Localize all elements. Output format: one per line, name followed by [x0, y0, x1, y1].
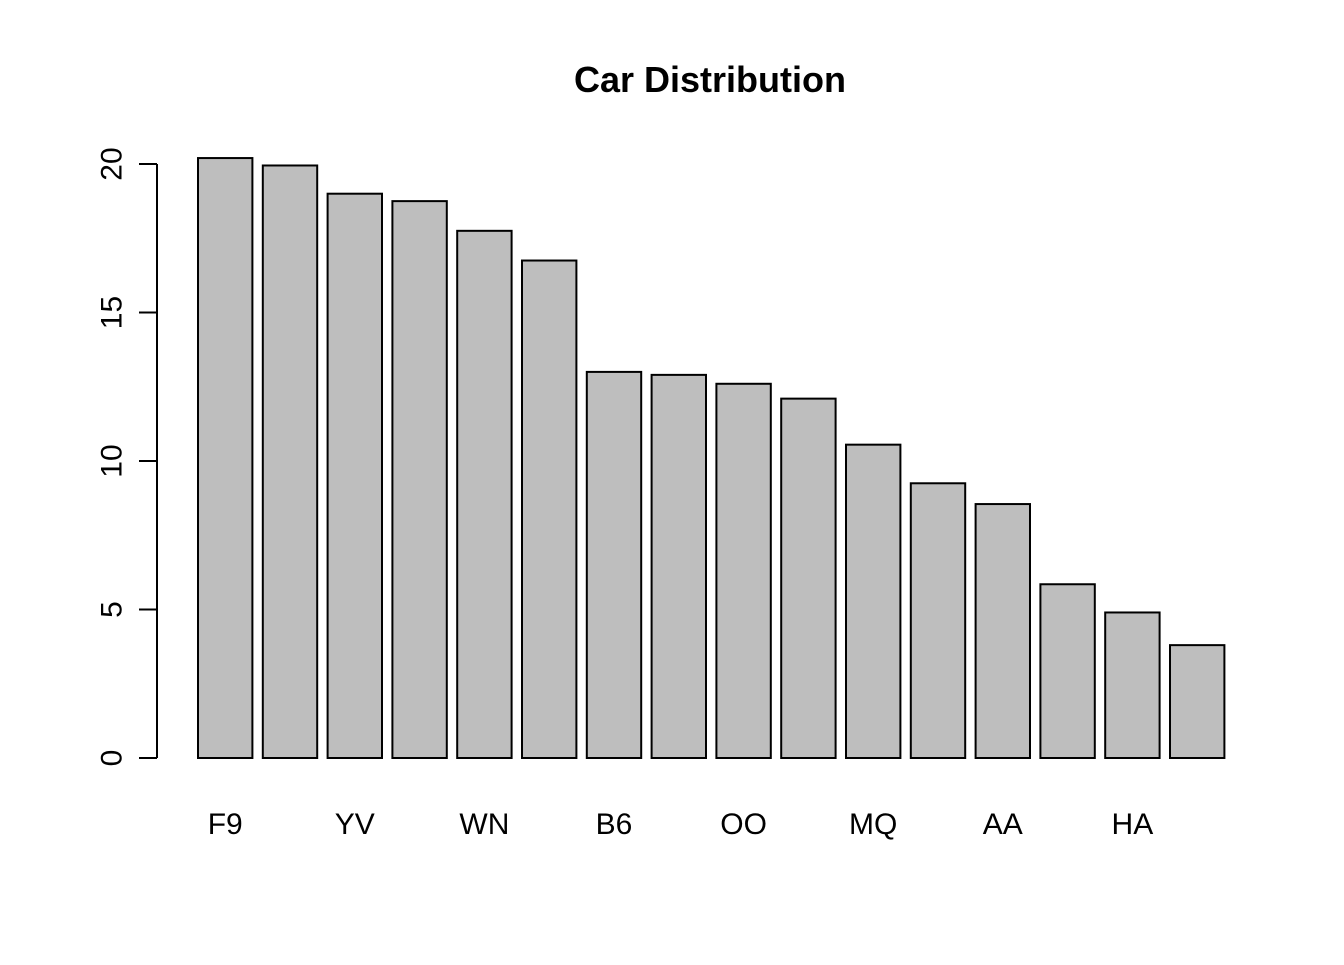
bar-4: [456, 229, 513, 759]
bar-8: [715, 382, 772, 759]
bar-1: [261, 164, 319, 760]
x-tick-label-F9: F9: [208, 808, 243, 841]
x-tick-label-OO: OO: [720, 808, 767, 841]
bar-5: [521, 259, 578, 759]
bars-group: [197, 157, 1226, 760]
x-tick-label-HA: HA: [1112, 808, 1154, 841]
x-tick-label-YV: YV: [335, 808, 375, 841]
bar-12: [974, 503, 1031, 759]
x-tick-label-WN: WN: [459, 808, 509, 841]
y-axis: 0 5 10 15 20: [96, 147, 158, 766]
bar-10: [845, 443, 902, 759]
x-tick-label-AA: AA: [983, 808, 1023, 841]
bar-7: [650, 373, 707, 759]
bar-0: [197, 157, 254, 759]
x-axis-labels: F9 YV WN B6 OO MQ AA HA: [208, 808, 1154, 841]
x-tick-label-MQ: MQ: [849, 808, 897, 841]
x-tick-label-B6: B6: [596, 808, 633, 841]
bar-13: [1039, 583, 1096, 759]
y-tick-label-20: 20: [96, 147, 129, 180]
bar-11: [909, 482, 967, 759]
bar-6: [585, 370, 643, 759]
bar-9: [780, 397, 837, 759]
chart-title: Car Distribution: [574, 59, 846, 100]
bar-2: [326, 192, 384, 759]
y-tick-label-15: 15: [96, 296, 129, 329]
bar-3: [391, 200, 448, 759]
bar-14: [1104, 611, 1161, 759]
y-tick-label-5: 5: [96, 601, 129, 618]
y-tick-label-0: 0: [96, 750, 129, 767]
y-tick-label-10: 10: [96, 444, 129, 477]
bar-15: [1169, 644, 1226, 760]
